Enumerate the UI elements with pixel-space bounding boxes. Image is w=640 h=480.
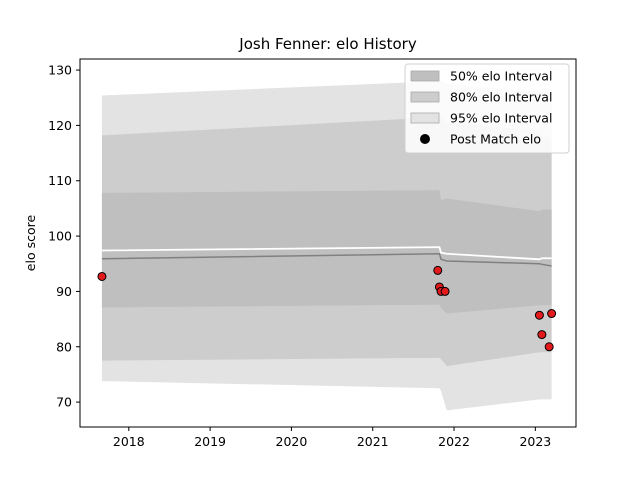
y-tick-label: 100: [48, 229, 72, 244]
x-tick-label: 2021: [357, 434, 389, 449]
legend-label: 50% elo Interval: [450, 69, 552, 84]
legend-swatch-b95: [410, 112, 440, 124]
post-match-point: [97, 271, 107, 281]
x-tick-label: 2018: [113, 434, 145, 449]
axes: 2018 2019 2020 2021 2022 2023 70 80 90 100 110 120 1…: [48, 58, 577, 449]
y-axis-label: elo score: [23, 215, 38, 272]
chart-title: Josh Fenner: elo History: [238, 35, 417, 53]
legend-marker: [420, 134, 430, 144]
legend-box: [404, 63, 570, 154]
post-match-point: [544, 342, 554, 352]
x-tick-label: 2023: [519, 434, 551, 449]
y-tick-label: 90: [56, 284, 72, 299]
post-match-point: [534, 310, 544, 320]
y-tick-label: 70: [56, 395, 72, 410]
post-match-point: [547, 309, 557, 319]
axes-frame: [79, 58, 577, 428]
y-tick-label: 120: [48, 118, 72, 133]
x-tick-label: 2022: [438, 434, 470, 449]
post-match-point: [440, 286, 450, 296]
legend: 50% elo Interval 80% elo Interval 95% elo …: [404, 63, 570, 154]
mean-line: [101, 246, 552, 261]
x-tick-label: 2020: [276, 434, 308, 449]
legend-swatch-b50: [410, 70, 440, 82]
legend-swatch-b80: [410, 91, 440, 103]
post-match-point: [433, 265, 443, 275]
y-tick-label: 130: [48, 63, 72, 78]
plot-area: [97, 81, 557, 411]
post-match-point: [537, 330, 547, 340]
legend-label: 95% elo Interval: [450, 111, 552, 126]
y-tick-label: 110: [48, 173, 72, 188]
band-b50: [101, 190, 552, 314]
median-line: [101, 253, 552, 267]
legend-label: Post Match elo: [450, 132, 541, 147]
x-tick-label: 2019: [194, 434, 226, 449]
y-tick-label: 80: [56, 339, 72, 354]
legend-label: 80% elo Interval: [450, 90, 552, 105]
